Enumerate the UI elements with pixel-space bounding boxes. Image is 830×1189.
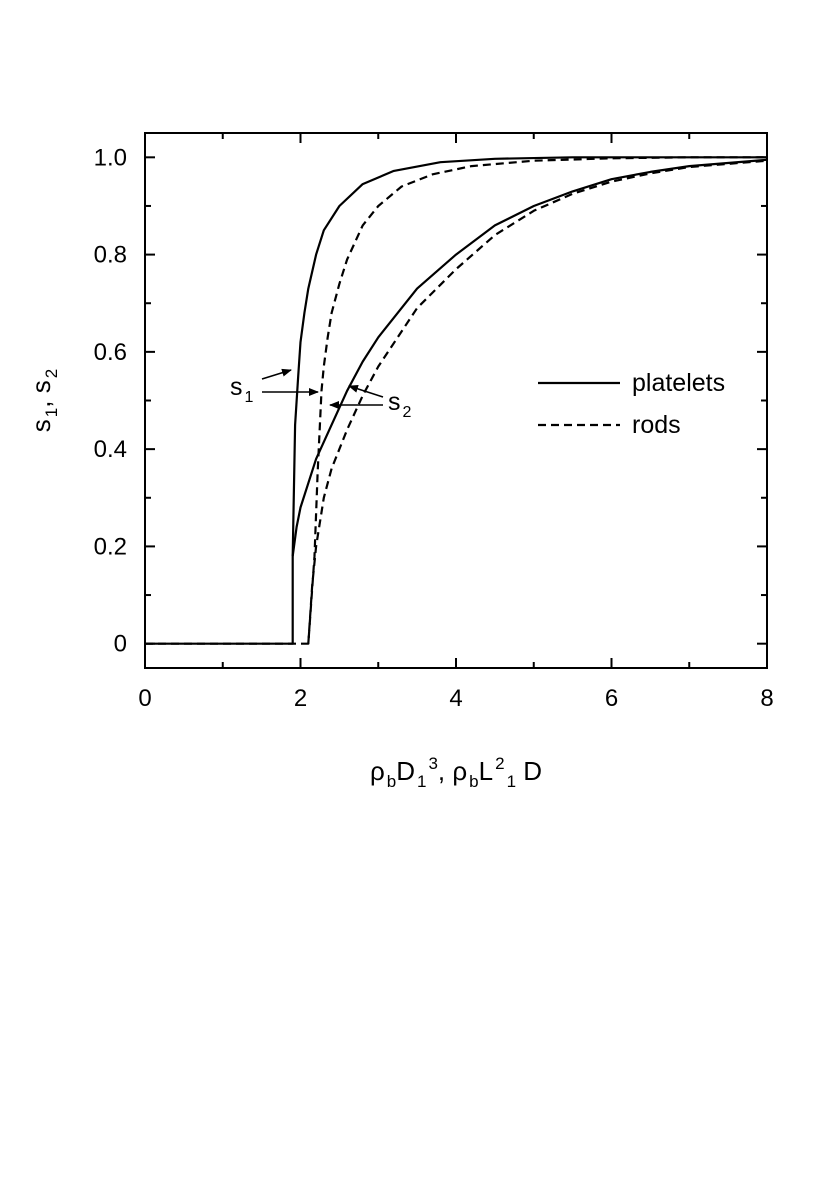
annotation-s2-label-part: s	[388, 388, 401, 416]
y-tick-label: 0.4	[94, 436, 127, 463]
x-axis-title-part: , ρ	[438, 756, 467, 786]
x-axis-title-part: b	[469, 772, 478, 791]
annotation-s2-label-part: 2	[403, 404, 412, 421]
annotation-s1-arrow-platelets	[261, 368, 292, 380]
legend-label-platelets: platelets	[632, 369, 725, 397]
legend: platelets rods	[538, 369, 725, 439]
annotation-s1-label-part: s	[230, 373, 243, 401]
x-axis-title-part: L	[479, 756, 493, 786]
legend-label-rods: rods	[632, 411, 681, 439]
y-tick-label: 0	[114, 631, 127, 658]
y-axis-title-part: 2	[42, 369, 61, 378]
x-axis-title: ρ bD 13, ρ bL 21 D	[370, 754, 542, 791]
axes: 0 2 4 6 800.20.40.60.81.0ρ bD 13, ρ bL 21 Ds1, s…	[26, 132, 774, 791]
s1-platelets-line	[145, 156, 767, 645]
y-tick-label: 0.8	[94, 242, 127, 269]
y-tick-label: 0.2	[94, 533, 127, 560]
annotation-s1-label-part: 1	[245, 389, 254, 406]
x-axis-title-part: 2	[495, 754, 504, 773]
y-axis-title-part: 1	[42, 408, 61, 417]
x-axis-title-part: D	[516, 756, 542, 786]
x-axis-title-part: 3	[428, 754, 437, 773]
x-tick-label: 2	[294, 685, 307, 712]
s1-rods-line	[145, 156, 767, 645]
x-tick-label: 6	[605, 685, 618, 712]
y-tick-label: 1.0	[94, 144, 127, 171]
y-tick-label: 0.6	[94, 339, 127, 366]
x-axis-title-part: D	[396, 756, 415, 786]
y-axis-title-part: , s	[26, 380, 56, 407]
annotation-s2-arrow-rods	[348, 384, 384, 398]
x-axis-title-part: ρ	[370, 756, 385, 786]
x-axis-title-part: 1	[507, 772, 516, 791]
plot-area	[145, 156, 768, 645]
y-axis-title: s 1, s 2	[26, 369, 61, 432]
x-tick-label: 8	[760, 685, 773, 712]
s2-rods-line	[307, 159, 768, 644]
s2-platelets-line	[291, 158, 768, 557]
y-axis-title-part: s	[26, 419, 56, 432]
x-tick-label: 0	[138, 685, 151, 712]
x-tick-label: 4	[449, 685, 462, 712]
x-axis-title-part: 1	[417, 772, 426, 791]
x-axis-title-part: b	[387, 772, 396, 791]
